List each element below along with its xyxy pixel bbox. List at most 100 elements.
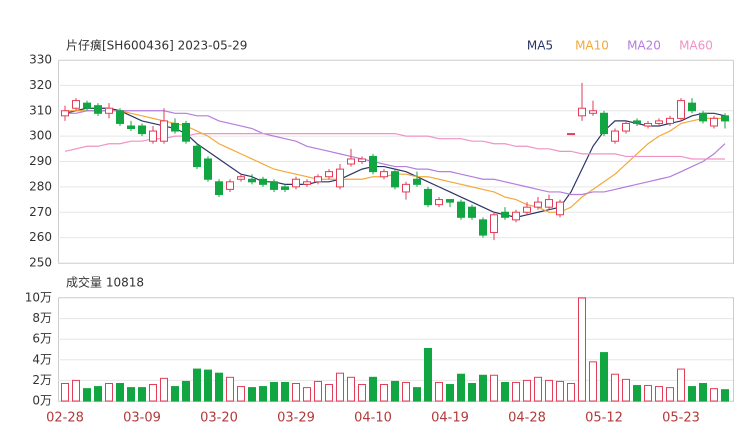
ma-line <box>65 110 726 196</box>
candle-body <box>446 199 454 203</box>
legend-label: MA5 <box>527 39 553 53</box>
candle-body <box>501 211 509 218</box>
y-tick-label: 250 <box>29 256 52 270</box>
candle-body <box>226 181 234 190</box>
candle-body <box>490 214 498 234</box>
volume-bar <box>644 385 652 402</box>
volume-bar <box>600 352 608 402</box>
volume-bar <box>116 382 124 402</box>
candle-body <box>523 206 531 213</box>
legend-label: MA60 <box>679 39 713 53</box>
volume-bar <box>127 387 135 402</box>
candle-body <box>424 188 432 206</box>
candle-body <box>435 199 443 206</box>
volume-bar <box>358 384 366 402</box>
x-tick-label: 04-28 <box>508 411 546 426</box>
candle-body <box>358 158 366 162</box>
candle-body <box>171 122 179 132</box>
volume-bar <box>325 384 333 402</box>
candle-body <box>644 122 652 127</box>
y-tick-label: 270 <box>29 205 52 219</box>
candle-body <box>292 178 300 188</box>
volume-bar <box>666 387 674 402</box>
candle-body <box>611 130 619 142</box>
y-tick-label: 4万 <box>32 352 52 366</box>
volume-bar <box>215 372 223 402</box>
candle-body <box>237 176 245 180</box>
volume-bar <box>468 382 476 402</box>
candle-body <box>193 145 201 168</box>
y-tick-label: 2万 <box>32 373 52 387</box>
volume-bar <box>83 388 91 402</box>
x-tick-label: 05-12 <box>585 411 623 426</box>
candle-body <box>457 201 465 218</box>
volume-bar <box>270 381 278 402</box>
volume-bar <box>303 387 311 402</box>
volume-bar <box>699 382 707 402</box>
volume-bar <box>655 386 663 402</box>
candle-body <box>215 181 223 195</box>
candle-body <box>61 110 69 117</box>
y-tick-label: 260 <box>29 230 52 244</box>
y-tick-label: 300 <box>29 129 52 143</box>
candle-body <box>655 120 663 124</box>
candle-body <box>127 125 135 130</box>
candle-body <box>182 122 190 142</box>
x-tick-label: 05-23 <box>662 411 700 426</box>
candle-body <box>600 112 608 135</box>
candle-body <box>688 102 696 112</box>
candle-body <box>160 120 168 142</box>
y-tick-label: 310 <box>29 103 52 117</box>
candle-body <box>149 130 157 142</box>
volume-bar <box>721 389 729 402</box>
volume-bar <box>380 384 388 402</box>
candle-body <box>721 115 729 122</box>
candle-body <box>710 117 718 127</box>
volume-bar <box>512 381 520 402</box>
volume-bar <box>182 380 190 402</box>
volume-bar <box>193 368 201 402</box>
volume-bar <box>534 376 542 402</box>
candle-body <box>479 219 487 236</box>
volume-bar <box>677 368 685 402</box>
y-tick-label: 8万 <box>32 311 52 325</box>
candle-body <box>578 107 586 117</box>
candle-body <box>138 125 146 135</box>
y-tick-label: 10万 <box>25 291 52 305</box>
candle-body <box>94 105 102 114</box>
candle-body <box>303 181 311 185</box>
volume-bar <box>314 380 322 402</box>
volume-bar <box>523 379 531 402</box>
candle-body <box>512 211 520 221</box>
volume-bar <box>94 386 102 402</box>
y-tick-label: 330 <box>29 53 52 67</box>
volume-bar <box>424 347 432 402</box>
volume-bar <box>369 376 377 402</box>
candle-body <box>336 168 344 188</box>
volume-bar <box>149 384 157 402</box>
volume-bar <box>237 386 245 402</box>
candle-body <box>413 178 421 185</box>
candle-body <box>622 122 630 132</box>
volume-bar <box>611 373 619 402</box>
volume-bar <box>248 387 256 402</box>
candle-body <box>468 206 476 218</box>
y-tick-label: 280 <box>29 179 52 193</box>
candle-body <box>402 183 410 193</box>
volume-bar <box>490 374 498 402</box>
candle-body <box>699 112 707 122</box>
volume-bar <box>435 381 443 402</box>
x-tick-label: 04-19 <box>431 411 469 426</box>
volume-bar <box>479 374 487 402</box>
volume-bar <box>391 380 399 402</box>
volume-bar <box>688 386 696 402</box>
candle-body <box>545 199 553 208</box>
x-tick-label: 03-29 <box>277 411 315 426</box>
legend-label: MA20 <box>627 39 661 53</box>
candle-body <box>116 110 124 124</box>
chart-title: 片仔癀[SH600436] 2023-05-29 <box>66 39 247 53</box>
volume-bar <box>204 369 212 402</box>
candle-body <box>380 171 388 178</box>
candle-body <box>556 201 564 216</box>
